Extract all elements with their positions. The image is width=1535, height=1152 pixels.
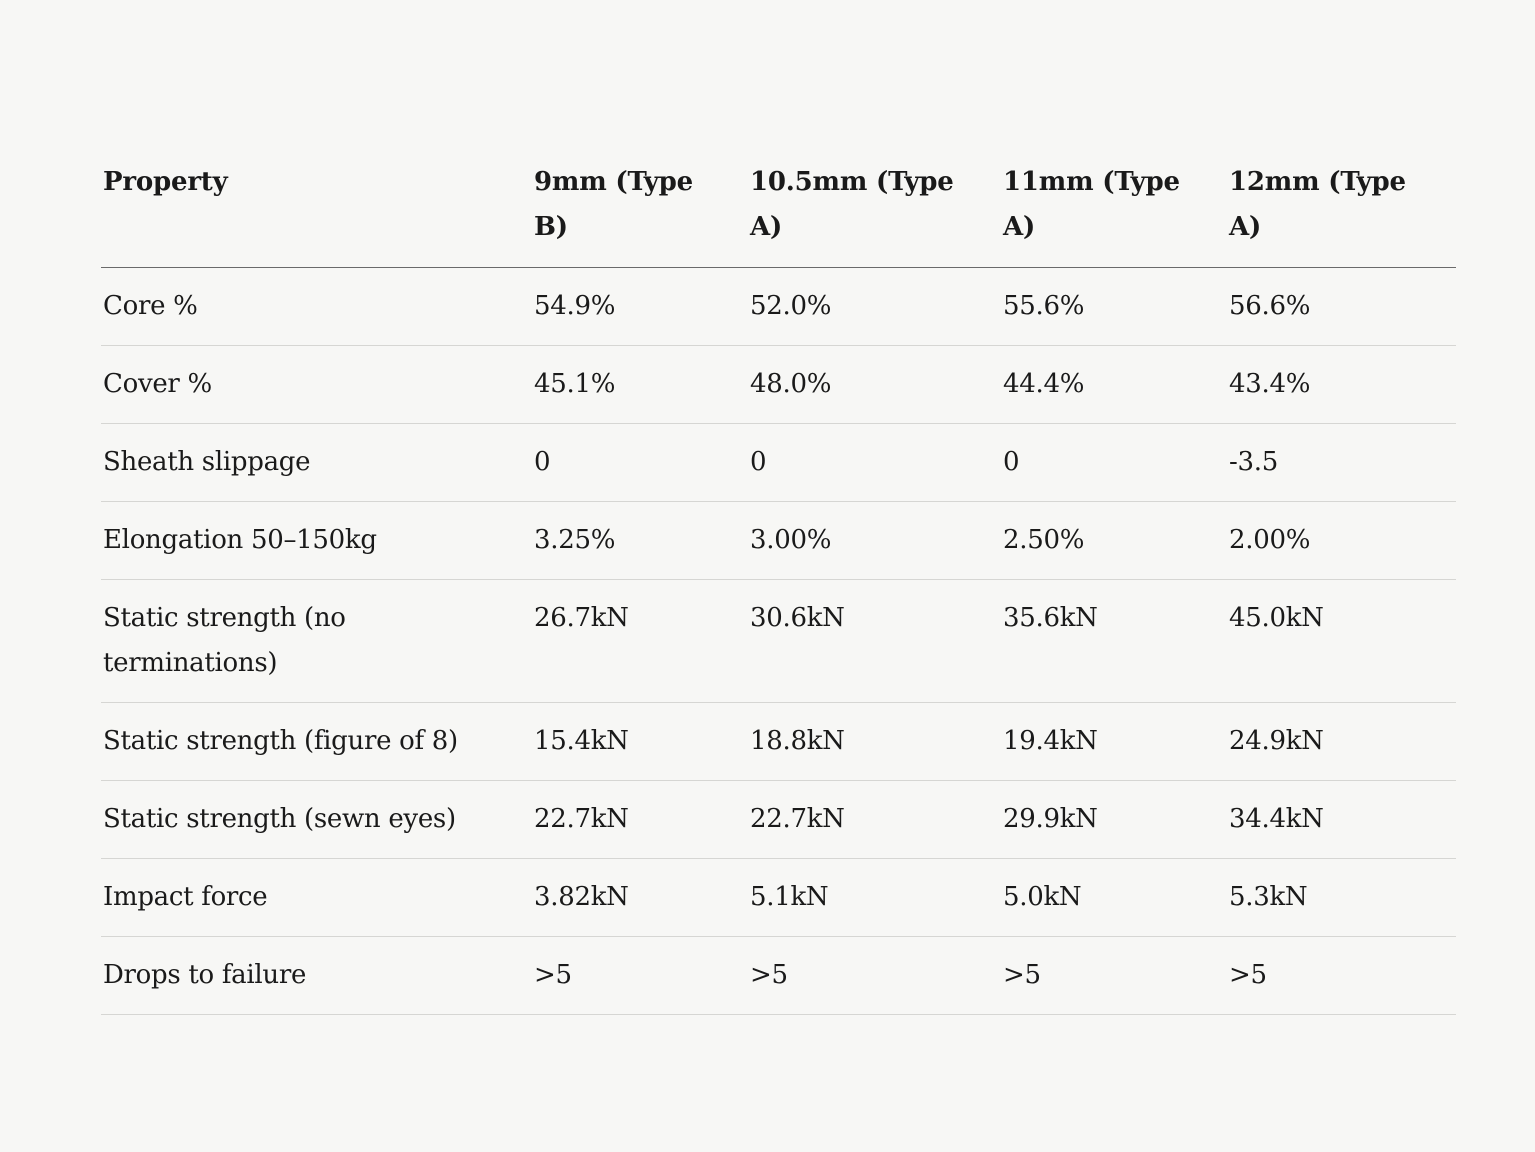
cell-value: 54.9% bbox=[532, 267, 748, 346]
header-property: Property bbox=[101, 150, 532, 268]
row-label: Drops to failure bbox=[101, 936, 532, 1015]
cell-value: 5.1kN bbox=[748, 858, 1001, 937]
cell-value: 29.9kN bbox=[1001, 780, 1227, 859]
header-9mm-type-b: 9mm (Type B) bbox=[532, 150, 748, 268]
table-body: Core % 54.9% 52.0% 55.6% 56.6% Cover % 4… bbox=[101, 267, 1456, 1015]
cell-value: 2.00% bbox=[1227, 501, 1456, 580]
cell-value: -3.5 bbox=[1227, 423, 1456, 502]
table-row: Static strength (figure of 8) 15.4kN 18.… bbox=[101, 702, 1456, 781]
cell-value: 56.6% bbox=[1227, 267, 1456, 346]
row-label: Elongation 50–150kg bbox=[101, 501, 532, 580]
cell-value: 15.4kN bbox=[532, 702, 748, 781]
row-label: Static strength (figure of 8) bbox=[101, 702, 532, 781]
cell-value: 22.7kN bbox=[532, 780, 748, 859]
table-row: Cover % 45.1% 48.0% 44.4% 43.4% bbox=[101, 345, 1456, 424]
cell-value: >5 bbox=[1227, 936, 1456, 1015]
cell-value: 52.0% bbox=[748, 267, 1001, 346]
table-row: Elongation 50–150kg 3.25% 3.00% 2.50% 2.… bbox=[101, 501, 1456, 580]
cell-value: 45.0kN bbox=[1227, 579, 1456, 703]
rope-properties-table-container: Property 9mm (Type B) 10.5mm (Type A) 11… bbox=[101, 150, 1456, 1015]
cell-value: 48.0% bbox=[748, 345, 1001, 424]
row-label: Static strength (sewn eyes) bbox=[101, 780, 532, 859]
cell-value: 45.1% bbox=[532, 345, 748, 424]
row-label: Cover % bbox=[101, 345, 532, 424]
cell-value: 30.6kN bbox=[748, 579, 1001, 703]
table-row: Drops to failure >5 >5 >5 >5 bbox=[101, 936, 1456, 1015]
cell-value: 34.4kN bbox=[1227, 780, 1456, 859]
cell-value: 18.8kN bbox=[748, 702, 1001, 781]
cell-value: 2.50% bbox=[1001, 501, 1227, 580]
cell-value: >5 bbox=[532, 936, 748, 1015]
cell-value: 5.3kN bbox=[1227, 858, 1456, 937]
cell-value: 43.4% bbox=[1227, 345, 1456, 424]
cell-value: 0 bbox=[532, 423, 748, 502]
header-12mm-type-a: 12mm (Type A) bbox=[1227, 150, 1456, 268]
cell-value: 35.6kN bbox=[1001, 579, 1227, 703]
table-row: Core % 54.9% 52.0% 55.6% 56.6% bbox=[101, 267, 1456, 346]
cell-value: 3.25% bbox=[532, 501, 748, 580]
header-10-5mm-type-a: 10.5mm (Type A) bbox=[748, 150, 1001, 268]
cell-value: 5.0kN bbox=[1001, 858, 1227, 937]
cell-value: 3.00% bbox=[748, 501, 1001, 580]
cell-value: 0 bbox=[748, 423, 1001, 502]
cell-value: 55.6% bbox=[1001, 267, 1227, 346]
cell-value: 44.4% bbox=[1001, 345, 1227, 424]
table-header: Property 9mm (Type B) 10.5mm (Type A) 11… bbox=[101, 150, 1456, 268]
table-row: Impact force 3.82kN 5.1kN 5.0kN 5.3kN bbox=[101, 858, 1456, 937]
cell-value: 22.7kN bbox=[748, 780, 1001, 859]
row-label: Core % bbox=[101, 267, 532, 346]
cell-value: 3.82kN bbox=[532, 858, 748, 937]
cell-value: 19.4kN bbox=[1001, 702, 1227, 781]
cell-value: 24.9kN bbox=[1227, 702, 1456, 781]
header-11mm-type-a: 11mm (Type A) bbox=[1001, 150, 1227, 268]
rope-properties-table: Property 9mm (Type B) 10.5mm (Type A) 11… bbox=[101, 150, 1456, 1015]
row-label: Impact force bbox=[101, 858, 532, 937]
row-label: Sheath slippage bbox=[101, 423, 532, 502]
cell-value: 0 bbox=[1001, 423, 1227, 502]
table-row: Sheath slippage 0 0 0 -3.5 bbox=[101, 423, 1456, 502]
header-row: Property 9mm (Type B) 10.5mm (Type A) 11… bbox=[101, 150, 1456, 268]
table-row: Static strength (no terminations) 26.7kN… bbox=[101, 579, 1456, 703]
cell-value: >5 bbox=[748, 936, 1001, 1015]
cell-value: 26.7kN bbox=[532, 579, 748, 703]
row-label: Static strength (no terminations) bbox=[101, 579, 532, 703]
cell-value: >5 bbox=[1001, 936, 1227, 1015]
table-row: Static strength (sewn eyes) 22.7kN 22.7k… bbox=[101, 780, 1456, 859]
